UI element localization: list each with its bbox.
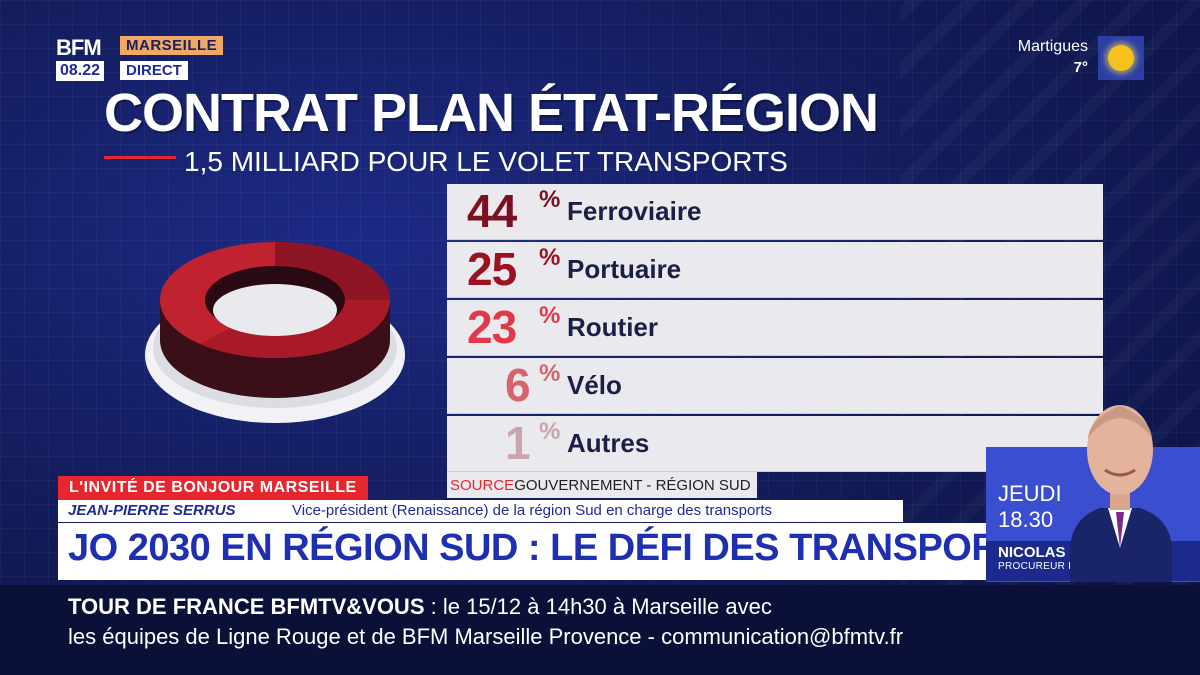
source-text: GOUVERNEMENT - RÉGION SUD	[514, 477, 751, 494]
headline-bar	[58, 523, 986, 580]
guest-show-tag: L'INVITÉ DE BONJOUR MARSEILLE	[58, 476, 368, 500]
headline: JO 2030 EN RÉGION SUD : LE DÉFI DES TRAN…	[68, 527, 1046, 569]
logo-brand: BFM	[56, 35, 102, 60]
percent-value: 6	[505, 359, 531, 411]
percent-value: 44	[467, 185, 517, 237]
table-row: 25 % Portuaire	[447, 242, 1103, 298]
promo-day: JEUDI	[998, 481, 1062, 506]
percent-value: 1	[505, 417, 531, 469]
donut-illustration	[145, 242, 405, 423]
guest-bar	[58, 500, 903, 522]
category-label: Autres	[567, 428, 650, 458]
table-row: 1 % Autres	[447, 416, 1103, 472]
ticker-text-1: le 15/12 à 14h30 à Marseille avec	[442, 594, 772, 619]
weather-city: Martigues	[1017, 38, 1088, 55]
donut-segment	[275, 242, 390, 300]
logo-city: MARSEILLE	[120, 36, 224, 55]
percent-sign: %	[539, 360, 561, 387]
breakdown-table: 44 % Ferroviaire 25 % Portuaire 23 % Rou…	[447, 184, 1103, 474]
portrait-tie	[1116, 512, 1124, 548]
portrait-scalp	[1088, 406, 1152, 438]
source-background	[447, 472, 757, 498]
percent-sign: %	[539, 418, 561, 445]
category-label: Portuaire	[567, 254, 682, 284]
table-row: 23 % Routier	[447, 300, 1103, 356]
guest-portrait	[1070, 405, 1172, 582]
percent-value: 25	[467, 243, 517, 295]
ticker-separator: :	[424, 594, 443, 619]
guest-role: Vice-président (Renaissance) de la régio…	[292, 502, 772, 519]
subtitle-accent	[104, 156, 176, 159]
portrait-smile	[1104, 468, 1136, 477]
percent-value: 23	[467, 301, 517, 353]
ticker-line-1: TOUR DE FRANCE BFMTV&VOUS : le 15/12 à 1…	[68, 594, 772, 620]
promo-time: 18.30	[998, 507, 1054, 532]
weather-widget	[1098, 36, 1144, 80]
category-label: Routier	[567, 312, 658, 342]
donut-segment	[200, 300, 390, 359]
clock: 08.22	[56, 61, 105, 81]
percent-sign: %	[539, 186, 561, 213]
table-row: 6 % Vélo	[447, 358, 1103, 414]
percent-sign: %	[539, 302, 561, 329]
source-line: SOURCEGOUVERNEMENT - RÉGION SUD	[450, 477, 751, 494]
donut-hole-floor	[213, 284, 337, 336]
guest-name: JEAN-PIERRE SERRUS	[68, 502, 236, 519]
weather-temperature: 7°	[1073, 59, 1088, 76]
category-label: Ferroviaire	[567, 196, 702, 226]
ticker-bold: TOUR DE FRANCE BFMTV&VOUS	[68, 594, 425, 619]
live-badge: DIRECT	[120, 61, 188, 80]
ticker-background	[0, 585, 1200, 675]
percent-sign: %	[539, 244, 561, 271]
source-key: SOURCE	[450, 477, 515, 494]
page-subtitle: 1,5 MILLIARD POUR LE VOLET TRANSPORTS	[184, 146, 788, 177]
category-label: Vélo	[567, 370, 622, 400]
portrait-neck	[1110, 490, 1130, 510]
portrait-suit	[1070, 508, 1172, 582]
portrait-head	[1087, 405, 1153, 495]
ticker-line-2: les équipes de Ligne Rouge et de BFM Mar…	[68, 624, 904, 649]
page-title: CONTRAT PLAN ÉTAT-RÉGION	[104, 83, 879, 143]
table-row: 44 % Ferroviaire	[447, 184, 1103, 240]
sun-icon	[1108, 45, 1134, 71]
